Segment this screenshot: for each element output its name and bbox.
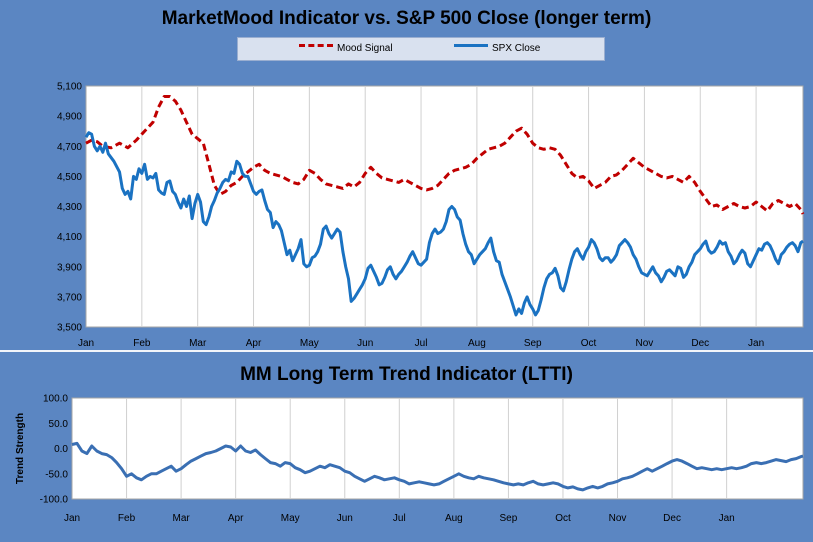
ltti-chart-x-tick-label: Apr	[228, 513, 244, 524]
ltti-chart-plot-area	[71, 397, 804, 500]
mood-chart-x-tick-label: May	[300, 338, 319, 349]
legend: Mood Signal SPX Close	[237, 37, 605, 61]
ltti-chart-y-tick-label: 50.0	[49, 419, 69, 430]
ltti-chart-y-tick-label: 100.0	[43, 394, 68, 405]
ltti-chart-x-tick-label: May	[281, 513, 300, 524]
ltti-chart-x-tick-label: Jul	[393, 513, 406, 524]
ltti-chart-x-tick-label: Feb	[118, 513, 136, 524]
legend-label-spx-close: SPX Close	[492, 43, 541, 54]
mood-chart-x-tick-label: Jul	[415, 338, 428, 349]
ltti-chart-x-tick-label: Mar	[172, 513, 190, 524]
mood-chart-y-tick-label: 3,500	[57, 323, 82, 334]
mood-chart-x-tick-label: Mar	[189, 338, 207, 349]
ltti-chart-x-tick-label: Jan	[64, 513, 80, 524]
mood-chart-x-tick-label: Feb	[133, 338, 151, 349]
mood-chart-x-tick-label: Jan	[748, 338, 764, 349]
mood-chart-x-tick-label: Oct	[581, 338, 597, 349]
ltti-chart-x-tick-label: Jun	[337, 513, 353, 524]
chart-title-ltti: MM Long Term Trend Indicator (LTTI)	[240, 364, 573, 385]
mood-chart-x-tick-label: Nov	[636, 338, 654, 349]
chart-title-mood: MarketMood Indicator vs. S&P 500 Close (…	[161, 8, 652, 29]
ltti-chart-x-tick-label: Sep	[500, 513, 518, 524]
panel-divider	[0, 350, 813, 352]
mood-chart-y-tick-label: 3,900	[57, 262, 82, 273]
ltti-chart-x-tick-label: Jan	[719, 513, 735, 524]
mood-chart-y-tick-label: 4,900	[57, 112, 82, 123]
legend-swatch-spx-close	[454, 44, 488, 47]
ltti-chart-x-tick-label: Nov	[609, 513, 627, 524]
mood-chart-y-tick-label: 4,300	[57, 202, 82, 213]
mood-chart-x-tick-label: Aug	[468, 338, 486, 349]
mood-chart-x-tick-label: Jan	[78, 338, 94, 349]
mood-chart-series-line-0	[85, 95, 805, 215]
ltti-chart-y-tick-label: -50.0	[45, 469, 68, 480]
mood-chart-x-tick-label: Apr	[246, 338, 262, 349]
mood-chart: Jan Feb Mar Apr May Jun Jul Aug Sep Oct Nov Dec Jan 3…	[57, 82, 805, 349]
legend-label-mood-signal: Mood Signal	[337, 43, 393, 54]
ltti-chart-x-tick-label: Dec	[663, 513, 681, 524]
mood-chart-y-tick-label: 4,700	[57, 142, 82, 153]
ltti-chart-series-line-0	[71, 441, 804, 492]
mood-chart-y-tick-label: 4,500	[57, 172, 82, 183]
ltti-chart-y-axis-label: Trend Strength	[15, 413, 26, 484]
mood-chart-y-tick-label: 3,700	[57, 292, 82, 303]
ltti-chart-x-tick-label: Oct	[555, 513, 571, 524]
ltti-chart-y-tick-label: 0.0	[54, 444, 68, 455]
mood-chart-y-tick-label: 4,100	[57, 232, 82, 243]
mood-chart-x-tick-label: Sep	[524, 338, 542, 349]
mood-chart-series-line-1	[84, 131, 804, 317]
mood-chart-plot-area	[85, 85, 804, 328]
ltti-chart-x-tick-label: Aug	[445, 513, 463, 524]
ltti-chart-y-tick-label: -100.0	[40, 495, 69, 506]
mood-chart-y-tick-label: 5,100	[57, 82, 82, 93]
mood-chart-x-tick-label: Dec	[691, 338, 709, 349]
legend-swatch-mood-signal	[299, 44, 333, 47]
mood-chart-x-tick-label: Jun	[357, 338, 373, 349]
